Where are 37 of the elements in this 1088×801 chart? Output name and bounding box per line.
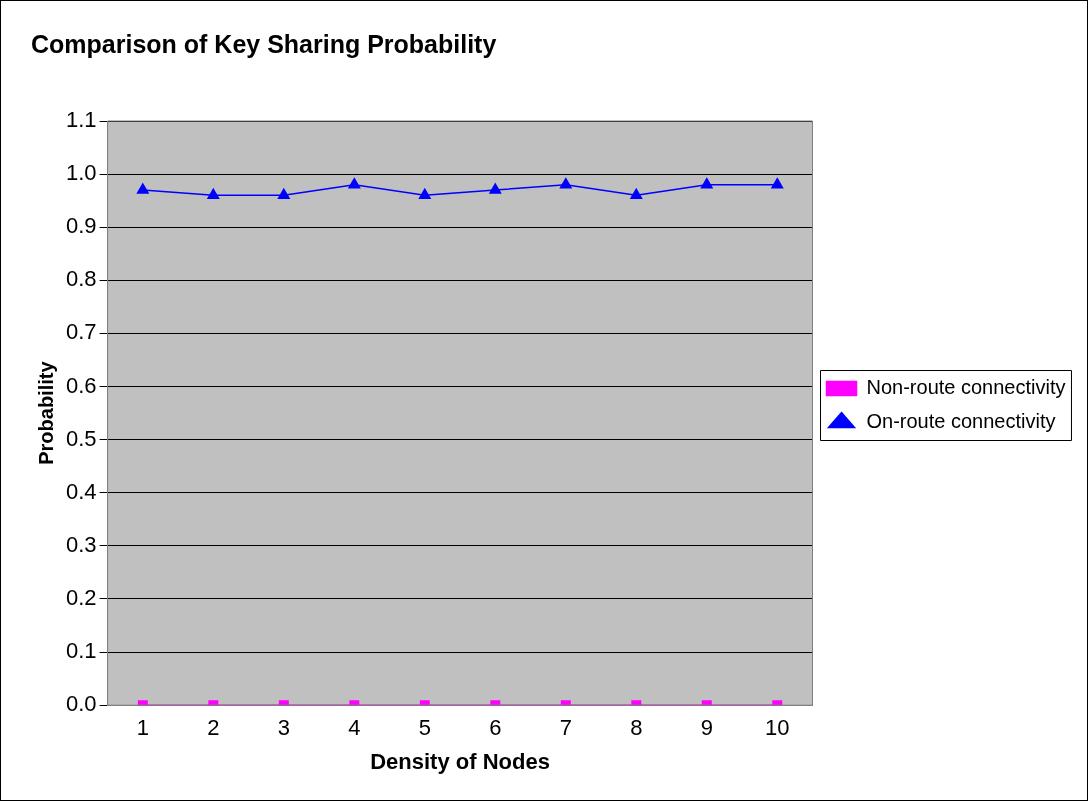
y-tick-label: 0.1 <box>65 638 97 664</box>
y-tick-label: 0.2 <box>65 585 97 611</box>
x-tick-label: 1 <box>136 715 149 741</box>
y-tick-label: 0.9 <box>65 213 97 239</box>
point <box>136 183 149 194</box>
x-tick-label: 7 <box>559 715 572 741</box>
y-tick-label: 0.7 <box>65 319 97 345</box>
y-tick-label: 1.0 <box>65 160 97 186</box>
point <box>771 177 784 189</box>
y-tick-label: 0.4 <box>65 478 97 504</box>
y-tick-label: 0.3 <box>65 531 97 557</box>
x-tick-label: 3 <box>277 715 290 741</box>
y-tick-label: 0.5 <box>65 425 97 451</box>
point <box>559 177 572 189</box>
y-tick-label: 1.1 <box>65 107 97 133</box>
x-tick-label: 8 <box>630 715 643 741</box>
x-tick-label: 4 <box>348 715 361 741</box>
point <box>418 188 431 200</box>
x-axis-title: Density of Nodes <box>370 748 550 774</box>
chart-title: Comparison of Key Sharing Probability <box>31 29 497 58</box>
point <box>348 177 361 189</box>
point <box>630 188 643 200</box>
point <box>489 183 502 194</box>
x-tick-label: 9 <box>700 715 713 741</box>
legend-label: Non-route connectivity <box>866 376 1066 399</box>
y-tick-label: 0.0 <box>65 691 97 717</box>
x-tick-label: 10 <box>765 715 790 741</box>
y-axis-title: Probability <box>34 360 57 465</box>
legend-label: On-route connectivity <box>866 410 1056 433</box>
point <box>700 177 713 189</box>
x-tick-label: 6 <box>489 715 502 741</box>
y-tick-label: 0.6 <box>65 372 97 398</box>
y-tick-label: 0.8 <box>65 266 97 292</box>
x-tick-label: 5 <box>418 715 431 741</box>
x-tick-label: 2 <box>207 715 220 741</box>
point <box>207 188 220 200</box>
point <box>277 188 290 200</box>
